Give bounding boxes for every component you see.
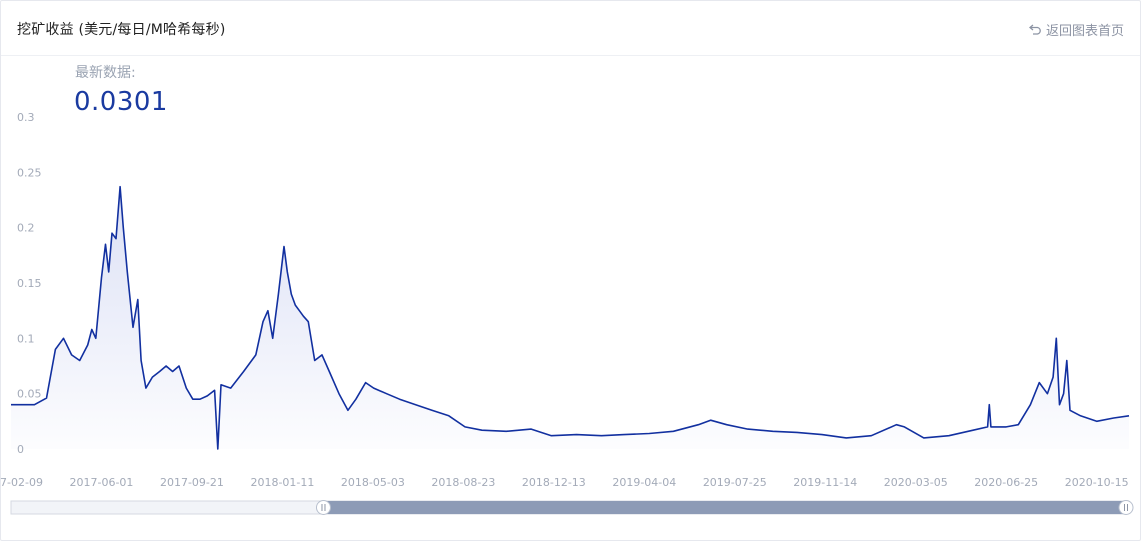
y-tick-label: 0.3: [17, 111, 35, 124]
panel-header: 挖矿收益 (美元/每日/M哈希每秒) 返回图表首页: [1, 1, 1140, 56]
x-tick-label: 2018-05-03: [341, 476, 405, 489]
chart-title: 挖矿收益 (美元/每日/M哈希每秒): [17, 22, 226, 38]
zoom-slider-right-handle[interactable]: [1118, 500, 1134, 515]
y-tick-label: 0.05: [17, 388, 42, 401]
y-tick-label: 0.15: [17, 277, 42, 290]
x-tick-label: 2019-07-25: [703, 476, 767, 489]
slider-handle-knob[interactable]: [315, 500, 331, 515]
return-arrow-icon: [1028, 24, 1042, 35]
series-line: [11, 185, 1130, 450]
x-tick-label: 2020-10-15: [1065, 476, 1129, 489]
zoom-slider-selection[interactable]: [323, 501, 1128, 514]
x-tick-label: 2020-03-05: [884, 476, 948, 489]
x-tick-label: 2017-02-09: [0, 476, 43, 489]
zoom-slider-left-handle[interactable]: [315, 500, 331, 515]
y-tick-label: 0.25: [17, 166, 42, 179]
back-to-charts-link[interactable]: 返回图表首页: [1028, 20, 1124, 39]
x-tick-label: 2019-04-04: [612, 476, 676, 489]
x-tick-label: 2018-08-23: [431, 476, 495, 489]
y-tick-label: 0.1: [17, 332, 35, 345]
zoom-slider[interactable]: [10, 500, 1134, 515]
slider-handle-knob[interactable]: [1118, 500, 1134, 515]
x-tick-label: 2017-06-01: [70, 476, 134, 489]
series-area: [11, 186, 1129, 449]
y-tick-label: 0: [17, 443, 24, 456]
x-tick-label: 2018-12-13: [522, 476, 586, 489]
x-tick-label: 2019-11-14: [793, 476, 857, 489]
latest-data-value: 0.0301: [74, 87, 168, 117]
x-tick-label: 2018-01-11: [250, 476, 314, 489]
back-link-label: 返回图表首页: [1045, 24, 1124, 39]
y-axis: 0 0.05 0.1 0.15 0.2 0.25 0.3: [17, 111, 42, 456]
x-tick-label: 2020-06-25: [974, 476, 1038, 489]
y-tick-label: 0.2: [17, 222, 35, 235]
latest-data-label: 最新数据:: [75, 65, 136, 81]
x-tick-label: 2017-09-21: [160, 476, 224, 489]
x-axis: 2017-02-09 2017-06-01 2017-09-21 2018-01-11…: [0, 476, 1129, 489]
